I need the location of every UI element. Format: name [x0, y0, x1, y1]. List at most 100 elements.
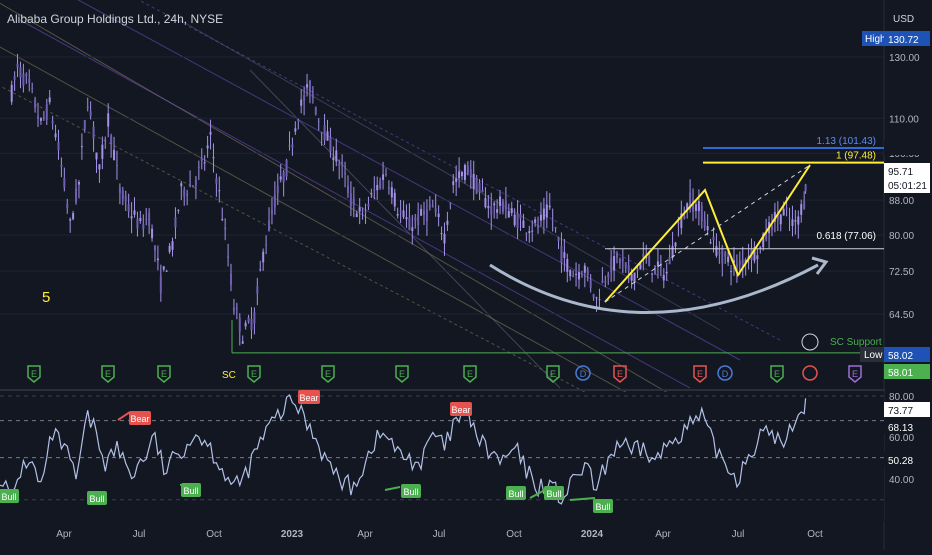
candle-body — [735, 264, 738, 272]
candle-body — [741, 259, 744, 268]
candle-body — [194, 179, 197, 186]
candle-body — [531, 230, 534, 232]
candle-body — [191, 185, 194, 188]
candle-body — [303, 95, 306, 101]
candle-body — [297, 119, 300, 121]
bull-divergence-line — [569, 497, 596, 501]
x-axis-label: 2023 — [281, 529, 304, 540]
candle-body — [183, 189, 186, 197]
bull-label: Bull — [1, 492, 16, 502]
candle-body — [463, 165, 466, 180]
candle-body — [431, 206, 434, 208]
bear-divergence-line — [117, 411, 131, 421]
candle-body — [83, 120, 86, 130]
candle-body — [402, 210, 405, 218]
candle-body — [601, 280, 604, 283]
rsi-pane: Bear Bear Bear Bull Bull Bull Bull Bull Bull Bull… — [0, 390, 884, 540]
candle-body — [461, 171, 464, 177]
candle-body — [554, 226, 557, 229]
high-label: High — [865, 34, 886, 45]
candle-body — [709, 242, 712, 244]
rsi-value-tag-box — [884, 402, 930, 417]
x-axis-label: 2024 — [581, 529, 604, 540]
candle-body — [66, 203, 69, 209]
x-axis-label: Oct — [506, 529, 522, 540]
earnings-icon — [157, 365, 171, 383]
candle-body — [16, 63, 19, 68]
earnings-icon — [321, 365, 335, 383]
channel-lines — [0, 0, 781, 401]
candle-body — [367, 203, 370, 207]
candle-body — [732, 260, 735, 264]
candle-body — [674, 242, 677, 247]
candle-body — [560, 246, 563, 263]
earnings-icon — [463, 365, 477, 383]
bull-tag — [544, 486, 564, 500]
candle-body — [124, 195, 127, 202]
candle-body — [206, 145, 209, 149]
candle-body — [756, 255, 759, 260]
candle-body — [577, 272, 580, 280]
candle-body — [218, 190, 221, 192]
candle-body — [235, 307, 238, 310]
candle-body — [215, 178, 218, 184]
candle-body — [730, 271, 733, 273]
earnings-icon — [770, 365, 784, 383]
x-axis-label: Jul — [732, 529, 745, 540]
bull-tag — [593, 499, 613, 513]
bull-tag — [181, 483, 201, 497]
candle-body — [37, 116, 40, 119]
bull-tag — [401, 484, 421, 498]
rsi-lower-tag: 50.28 — [888, 456, 913, 467]
candle-body — [493, 203, 496, 206]
candle-body — [522, 220, 525, 228]
price-tick-label: 72.50 — [889, 267, 914, 278]
low-label-box — [860, 347, 884, 362]
candle-body — [168, 245, 171, 252]
candle-body — [294, 128, 297, 132]
candle-body — [241, 341, 244, 344]
candle-body — [542, 208, 545, 220]
sc-support-label: SC Support — [830, 337, 882, 348]
candle-body — [384, 174, 387, 176]
price-tick-label: 80.00 — [889, 231, 914, 242]
rsi-value-tag: 73.77 — [888, 406, 913, 417]
candle-body — [75, 188, 78, 203]
candle-body — [627, 265, 630, 271]
candle-body — [610, 257, 613, 273]
candle-body — [586, 269, 589, 276]
candle-body — [57, 142, 60, 151]
candle-body — [326, 131, 329, 141]
candle-body — [72, 213, 75, 220]
bull-label: Bull — [183, 486, 198, 496]
candle-body — [592, 293, 595, 298]
candle-body — [165, 270, 168, 272]
candle-body — [694, 204, 697, 211]
earnings-icon — [395, 365, 409, 383]
candle-body — [244, 322, 247, 327]
bull-label: Bull — [89, 494, 104, 504]
candle-body — [417, 214, 420, 226]
sc-label: SC — [222, 370, 236, 381]
candle-body — [364, 211, 367, 213]
price-axis: 130.00110.00100.0088.0080.0072.5064.50Hi… — [860, 0, 932, 550]
x-axis-label: Oct — [206, 529, 222, 540]
high-value-tag: 130.72 — [888, 35, 919, 46]
candle-body — [478, 183, 481, 193]
candle-body — [344, 172, 347, 174]
candle-body — [782, 208, 785, 216]
candle-body — [45, 104, 48, 120]
candle-body — [800, 204, 803, 215]
event-label: E — [161, 369, 167, 379]
candle-body — [361, 210, 364, 212]
candle-body — [548, 205, 551, 208]
earnings-marker: E — [101, 365, 115, 383]
candle-body — [186, 193, 189, 196]
candle-body — [425, 209, 428, 222]
candle-body — [797, 216, 800, 225]
candle-body — [595, 297, 598, 299]
candle-body — [382, 174, 385, 180]
low-value-tag-box — [884, 347, 930, 362]
candle-body — [613, 256, 616, 271]
